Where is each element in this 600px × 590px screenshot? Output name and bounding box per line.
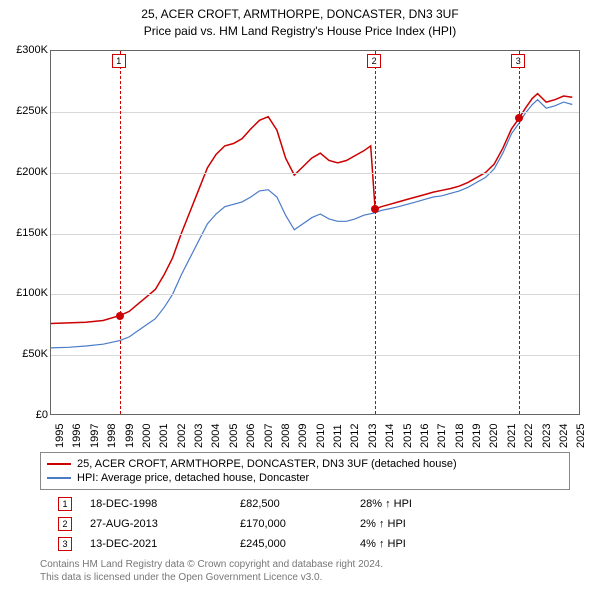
x-tick-label: 2004 [210,424,222,448]
footnote-line-2: This data is licensed under the Open Gov… [40,571,570,584]
y-tick-label: £200K [2,166,48,178]
x-tick-label: 2025 [575,424,587,448]
footnote-line-1: Contains HM Land Registry data © Crown c… [40,558,570,571]
x-tick-label: 2023 [541,424,553,448]
cell-price: £245,000 [240,538,360,550]
marker-vline [519,51,520,414]
x-tick-label: 2020 [488,424,500,448]
y-tick-label: £150K [2,227,48,239]
cell-pct: 28% ↑ HPI [360,498,480,510]
table-row: 1 18-DEC-1998£82,50028% ↑ HPI [40,494,570,514]
y-tick-label: £0 [2,409,48,421]
x-tick-label: 2012 [349,424,361,448]
gridline-h [51,355,579,356]
legend-swatch [47,463,71,465]
marker-box: 3 [511,54,525,68]
footnote: Contains HM Land Registry data © Crown c… [40,558,570,584]
x-tick-label: 2006 [245,424,257,448]
x-tick-label: 2009 [297,424,309,448]
legend: 25, ACER CROFT, ARMTHORPE, DONCASTER, DN… [40,452,570,490]
table-row: 3 13-DEC-2021£245,0004% ↑ HPI [40,534,570,554]
marker-box: 3 [58,537,72,551]
x-tick-label: 2000 [141,424,153,448]
title-line-1: 25, ACER CROFT, ARMTHORPE, DONCASTER, DN… [0,6,600,23]
cell-pct: 2% ↑ HPI [360,518,480,530]
y-tick-label: £250K [2,105,48,117]
data-point-dot [116,312,124,320]
cell-marker: 2 [40,517,90,531]
marker-vline [120,51,121,414]
cell-pct: 4% ↑ HPI [360,538,480,550]
x-tick-label: 2016 [419,424,431,448]
transaction-table: 1 18-DEC-1998£82,50028% ↑ HPI 2 27-AUG-2013… [40,494,570,554]
y-tick-label: £100K [2,287,48,299]
x-tick-label: 2013 [367,424,379,448]
x-tick-label: 2001 [158,424,170,448]
x-tick-label: 2018 [454,424,466,448]
x-tick-label: 2011 [332,424,344,448]
x-tick-label: 2021 [506,424,518,448]
x-tick-label: 2005 [228,424,240,448]
legend-label: 25, ACER CROFT, ARMTHORPE, DONCASTER, DN… [77,458,457,470]
marker-vline [375,51,376,414]
gridline-h [51,112,579,113]
plot-area [50,50,580,415]
cell-date: 18-DEC-1998 [90,498,240,510]
x-tick-label: 2015 [402,424,414,448]
x-tick-label: 2007 [263,424,275,448]
cell-marker: 3 [40,537,90,551]
y-tick-label: £300K [2,44,48,56]
legend-item: 25, ACER CROFT, ARMTHORPE, DONCASTER, DN… [47,457,563,471]
gridline-h [51,294,579,295]
x-tick-label: 2003 [193,424,205,448]
cell-price: £82,500 [240,498,360,510]
chart-container: 25, ACER CROFT, ARMTHORPE, DONCASTER, DN… [0,0,600,590]
legend-swatch [47,477,71,479]
table-row: 2 27-AUG-2013£170,0002% ↑ HPI [40,514,570,534]
marker-box: 1 [112,54,126,68]
marker-box: 2 [367,54,381,68]
series-line [51,94,572,324]
x-tick-label: 2010 [315,424,327,448]
x-tick-label: 2022 [523,424,535,448]
x-tick-label: 2002 [176,424,188,448]
x-tick-label: 1998 [106,424,118,448]
x-tick-label: 2019 [471,424,483,448]
legend-item: HPI: Average price, detached house, Donc… [47,471,563,485]
chart-title: 25, ACER CROFT, ARMTHORPE, DONCASTER, DN… [0,0,600,40]
cell-price: £170,000 [240,518,360,530]
marker-box: 2 [58,517,72,531]
title-line-2: Price paid vs. HM Land Registry's House … [0,23,600,40]
gridline-h [51,173,579,174]
marker-box: 1 [58,497,72,511]
cell-date: 13-DEC-2021 [90,538,240,550]
cell-marker: 1 [40,497,90,511]
x-tick-label: 1999 [124,424,136,448]
legend-label: HPI: Average price, detached house, Donc… [77,472,309,484]
data-point-dot [515,114,523,122]
line-plot-svg [51,51,579,414]
cell-date: 27-AUG-2013 [90,518,240,530]
data-point-dot [371,205,379,213]
x-tick-label: 1995 [54,424,66,448]
y-tick-label: £50K [2,348,48,360]
x-tick-label: 2017 [436,424,448,448]
x-tick-label: 2008 [280,424,292,448]
x-tick-label: 2024 [558,424,570,448]
x-tick-label: 1996 [71,424,83,448]
gridline-h [51,234,579,235]
x-tick-label: 1997 [89,424,101,448]
x-tick-label: 2014 [384,424,396,448]
